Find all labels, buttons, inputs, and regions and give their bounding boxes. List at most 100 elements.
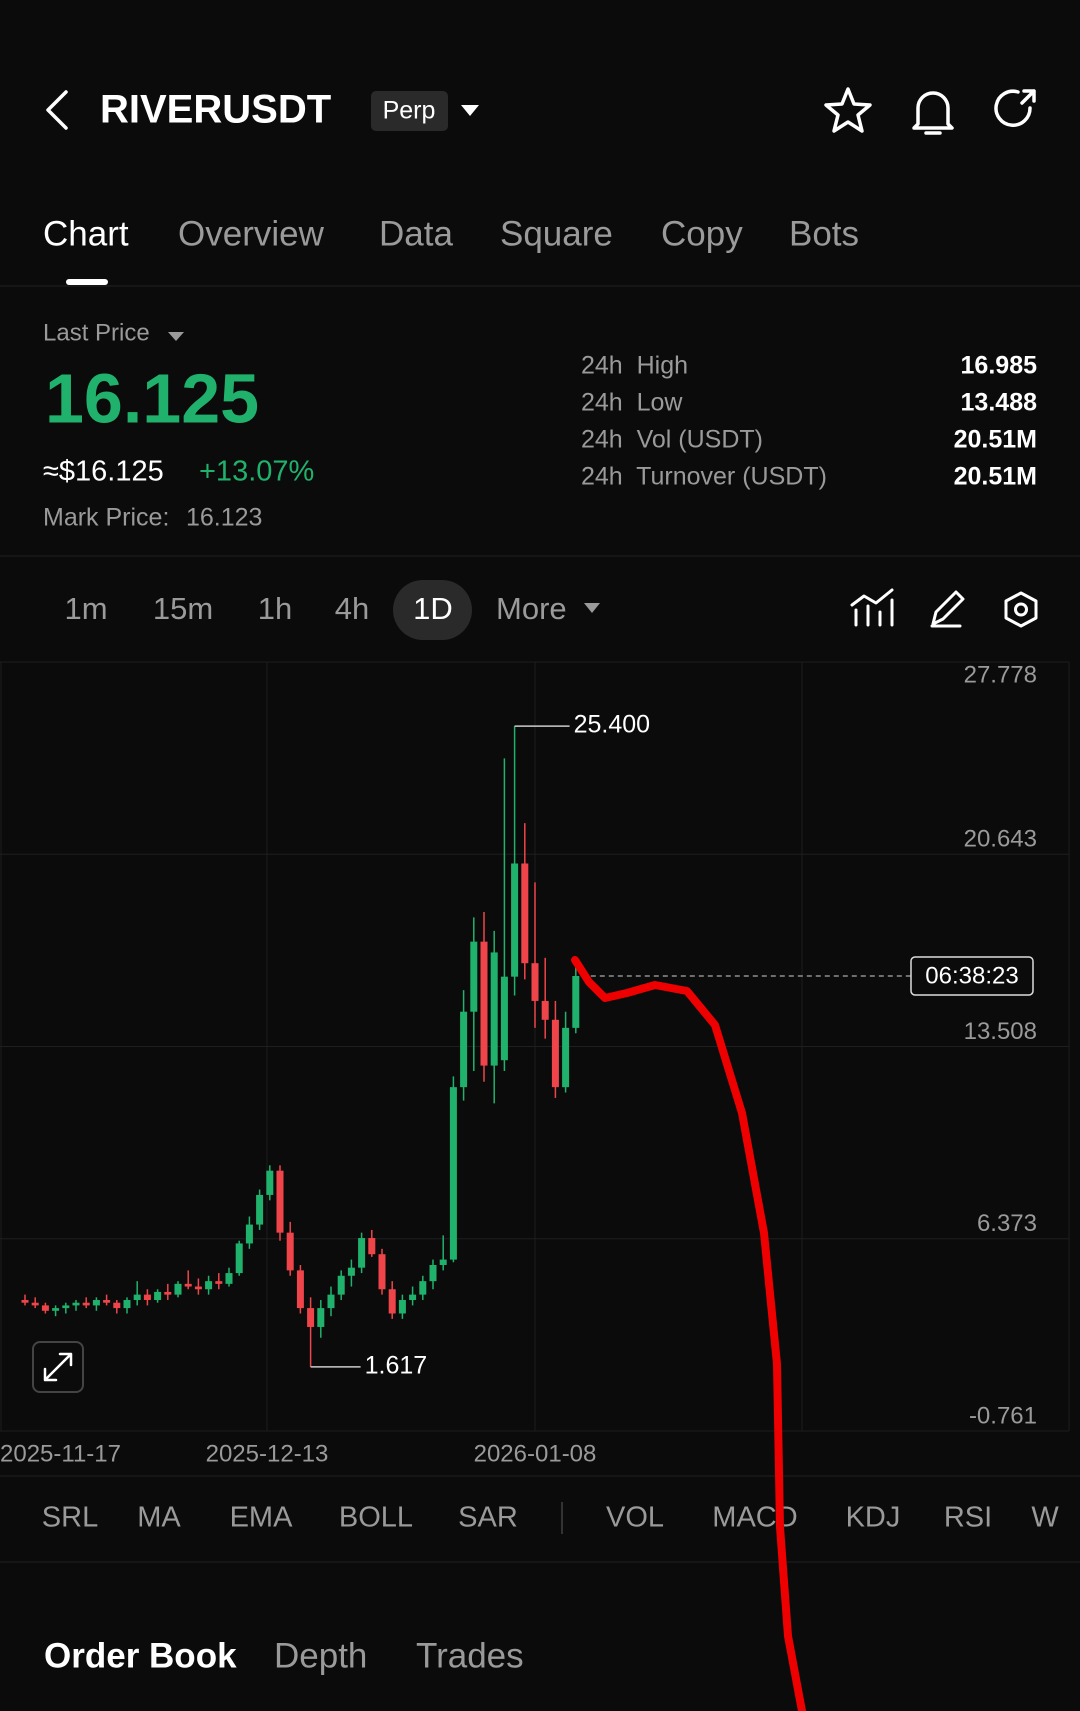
candle-body xyxy=(235,1243,243,1274)
candle-body xyxy=(276,1170,284,1233)
tab[interactable]: Copy xyxy=(661,214,743,253)
candle-body xyxy=(133,1294,141,1301)
indicator[interactable]: SRL xyxy=(42,1502,98,1534)
stat-label: 24h Vol (USDT) xyxy=(581,426,763,454)
low-label: 1.617 xyxy=(365,1352,428,1380)
interval-dropdown[interactable] xyxy=(584,603,600,613)
stat-value: 20.51M xyxy=(954,426,1037,454)
candle-body xyxy=(72,1302,80,1306)
candle-body xyxy=(317,1308,325,1327)
indicator[interactable]: MACD xyxy=(712,1502,797,1534)
indicator[interactable]: EMA xyxy=(230,1502,294,1534)
change: +13.07% xyxy=(199,456,314,488)
indicator[interactable]: RSI xyxy=(944,1502,992,1534)
candle-body xyxy=(215,1281,223,1284)
settings-icon[interactable] xyxy=(1004,591,1038,628)
candle-body xyxy=(460,1011,468,1088)
book-tab[interactable]: Order Book xyxy=(44,1636,237,1675)
interval[interactable]: 1h xyxy=(258,591,292,626)
candle-body xyxy=(103,1300,111,1303)
high-label: 25.400 xyxy=(574,711,650,739)
candle-body xyxy=(296,1270,304,1309)
tab[interactable]: Square xyxy=(500,214,613,253)
back-button[interactable] xyxy=(46,90,68,130)
indicator[interactable]: MA xyxy=(137,1502,181,1534)
candle-body xyxy=(327,1294,335,1309)
candle-body xyxy=(511,863,519,977)
y-tick-label: 20.643 xyxy=(964,826,1037,853)
candle-body xyxy=(256,1194,264,1225)
interval-active-bg xyxy=(393,580,472,640)
interval[interactable]: 1D xyxy=(413,591,453,626)
badge-bg[interactable] xyxy=(371,91,448,131)
interval[interactable]: More xyxy=(496,591,567,626)
candle-body xyxy=(562,1027,570,1088)
candle-body xyxy=(307,1308,315,1327)
favorite-icon[interactable] xyxy=(824,87,872,133)
candle-body xyxy=(194,1286,202,1290)
candle-body xyxy=(490,952,498,1066)
indicator-icon[interactable] xyxy=(850,588,894,627)
mark-price: 16.123 xyxy=(186,504,262,532)
y-tick-label: -0.761 xyxy=(969,1402,1037,1429)
candle-body xyxy=(62,1305,70,1309)
share-icon[interactable] xyxy=(994,89,1036,127)
candle-body xyxy=(31,1302,39,1306)
interval[interactable]: 4h xyxy=(335,591,369,626)
indicator[interactable]: VOL xyxy=(606,1502,664,1534)
price-label[interactable]: Last Price xyxy=(43,319,150,346)
candle-body xyxy=(439,1259,447,1265)
book-tab[interactable]: Trades xyxy=(416,1636,524,1675)
badge[interactable]: Perp xyxy=(383,97,436,125)
tab-underline xyxy=(66,279,108,285)
alert-icon[interactable] xyxy=(912,91,954,135)
interval[interactable]: 1m xyxy=(64,591,107,626)
candle-body xyxy=(123,1300,131,1309)
expand-icon[interactable] xyxy=(43,1352,73,1382)
tab[interactable]: Bots xyxy=(789,214,859,253)
x-tick-label: 2026-01-08 xyxy=(474,1440,597,1467)
interval[interactable]: 15m xyxy=(153,591,213,626)
chart: -0.761 6.373 13.508 20.643 27.778 25.400 1.617… xyxy=(0,661,1070,1467)
countdown-box xyxy=(910,956,1034,996)
indicator[interactable]: KDJ xyxy=(846,1502,901,1534)
expand-button[interactable] xyxy=(32,1341,84,1393)
candle-body xyxy=(286,1232,294,1271)
candle-body xyxy=(449,1087,457,1260)
candle-body xyxy=(184,1283,192,1287)
y-tick-label: 27.778 xyxy=(964,661,1037,688)
candle-body xyxy=(92,1300,100,1306)
dropdown[interactable] xyxy=(461,105,479,116)
candle-body xyxy=(388,1289,396,1314)
book-tab[interactable]: Depth xyxy=(274,1636,367,1675)
x-tick-label: 2025-12-13 xyxy=(206,1440,329,1467)
candle-body xyxy=(164,1291,172,1295)
candle-body xyxy=(347,1267,355,1276)
candle-body xyxy=(337,1275,345,1295)
stat-label: 24h Turnover (USDT) xyxy=(581,463,827,491)
stat-label: 24h High xyxy=(581,352,688,380)
candle-body xyxy=(225,1273,233,1284)
candle-body xyxy=(113,1302,121,1309)
indicator[interactable]: W xyxy=(1031,1502,1059,1534)
candle-body xyxy=(500,976,508,1061)
stat-label: 24h Low xyxy=(581,389,683,417)
draw-icon[interactable] xyxy=(930,590,965,628)
candle-body xyxy=(21,1300,29,1303)
tab[interactable]: Chart xyxy=(43,214,129,253)
indicator[interactable]: BOLL xyxy=(339,1502,413,1534)
symbol: RIVERUSDT xyxy=(100,88,331,132)
candle-body xyxy=(378,1254,386,1290)
tab[interactable]: Overview xyxy=(178,214,325,253)
price-dropdown[interactable] xyxy=(168,332,184,341)
candle-body xyxy=(245,1224,253,1244)
indicator[interactable]: SAR xyxy=(458,1502,518,1534)
candle-body xyxy=(358,1238,366,1268)
candle-body xyxy=(521,863,529,964)
candle-body xyxy=(266,1170,274,1195)
tab[interactable]: Data xyxy=(379,214,453,253)
y-tick-label: 13.508 xyxy=(964,1018,1037,1045)
candle-body xyxy=(205,1281,213,1290)
